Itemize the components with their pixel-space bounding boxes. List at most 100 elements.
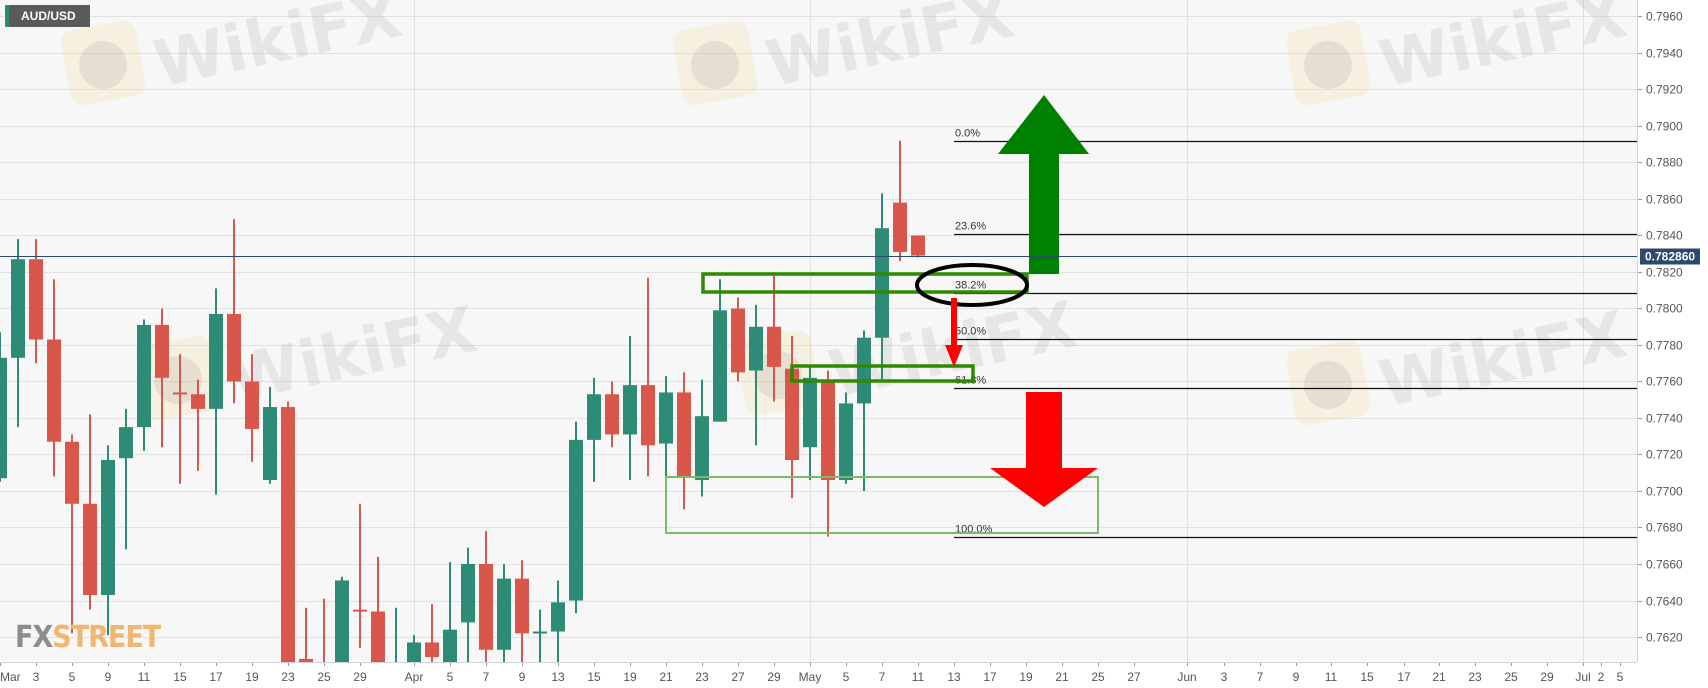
- candle-body: [0, 357, 7, 479]
- candle: [395, 607, 397, 662]
- wikifx-logo-icon: [60, 20, 146, 106]
- candle: [155, 308, 169, 448]
- candle-body: [227, 313, 241, 382]
- fib-label: 0.0%: [955, 128, 980, 140]
- candle-body: [785, 368, 799, 460]
- candle-body: [155, 324, 169, 378]
- lower-zone-box: [665, 476, 1099, 534]
- y-axis: 0.7620 0.7640 0.7660 0.7680 0.7700 0.7720 0.77…: [1637, 10, 1683, 645]
- x-tick-label: 19: [1019, 670, 1033, 684]
- annotations: [665, 95, 1099, 534]
- candle: [299, 607, 313, 662]
- candle-body: [245, 381, 259, 429]
- candle-body: [911, 235, 925, 256]
- candle-body: [497, 578, 511, 650]
- fib-label: 38.2%: [955, 280, 986, 292]
- candle: [875, 193, 889, 380]
- wikifx-eagle-icon: [1304, 361, 1352, 409]
- y-tick-label: 0.7680: [1646, 521, 1683, 535]
- candle-body: [677, 392, 691, 477]
- candle: [713, 279, 727, 422]
- candle-body: [101, 459, 115, 596]
- x-tick-label: 17: [983, 670, 997, 684]
- y-tick-label: 0.7800: [1646, 302, 1683, 316]
- candle-body: [749, 326, 763, 371]
- candle: [497, 564, 511, 662]
- candle: [551, 580, 565, 662]
- candle: [119, 408, 133, 550]
- candle-body: [659, 392, 673, 444]
- x-tick-label: 5: [69, 670, 76, 684]
- arrow-down-icon: [990, 392, 1098, 507]
- candle-body: [371, 611, 385, 662]
- candle: [623, 335, 637, 481]
- candle: [641, 277, 655, 477]
- candle-body: [425, 642, 439, 658]
- candle-body: [335, 580, 349, 662]
- candle: [101, 445, 115, 636]
- candle: [29, 239, 43, 364]
- wikifx-eagle-icon: [691, 41, 739, 89]
- y-tick-label: 0.7960: [1646, 10, 1683, 24]
- candle: [587, 377, 601, 482]
- candle: [857, 330, 871, 491]
- x-tick-label: 7: [483, 670, 490, 684]
- fibonacci-levels: 0.0%23.6%38.2%50.0%61.8%100.0%: [954, 128, 1637, 539]
- candle: [263, 386, 277, 484]
- x-tick-label: 13: [947, 670, 961, 684]
- candle-body: [119, 427, 133, 459]
- y-tick-label: 0.7720: [1646, 448, 1683, 462]
- wikifx-logo-icon: [1285, 340, 1371, 426]
- y-tick-label: 0.7740: [1646, 412, 1683, 426]
- x-tick-label: Jul: [1575, 670, 1590, 684]
- candle-body: [47, 339, 61, 442]
- candle-body: [893, 202, 907, 252]
- y-tick-label: 0.7780: [1646, 339, 1683, 353]
- candle: [335, 576, 349, 662]
- candle: [659, 376, 673, 493]
- x-tick-label: 25: [1504, 670, 1518, 684]
- fib-label: 50.0%: [955, 326, 986, 338]
- candle: [785, 335, 799, 499]
- logo-fx: FX: [15, 620, 53, 655]
- wikifx-logo-icon: [1285, 20, 1371, 106]
- x-axis: Mar 3 5 9 11 15 17 19 23 25 29 Apr 5 7 9 13 15 19 21 23 27 29…: [0, 662, 1624, 684]
- candle: [479, 531, 493, 662]
- x-tick-label: 9: [105, 670, 112, 684]
- candle-body: [551, 602, 565, 632]
- x-tick-label: 5: [843, 670, 850, 684]
- candle: [515, 560, 529, 662]
- candle-body: [587, 394, 601, 440]
- x-tick-label: 23: [695, 670, 709, 684]
- candle-body: [605, 394, 619, 435]
- x-tick-label: 7: [1257, 670, 1264, 684]
- candle: [281, 401, 295, 662]
- candle-body: [713, 310, 727, 422]
- candle-body: [29, 259, 43, 340]
- candle-body: [83, 503, 97, 596]
- candle-body: [407, 642, 421, 662]
- candle-body: [767, 326, 781, 367]
- candle-body: [857, 337, 871, 404]
- x-tick-label: 3: [1221, 670, 1228, 684]
- x-tick-label: 11: [912, 670, 925, 684]
- y-tick-label: 0.7620: [1646, 631, 1683, 645]
- x-tick-label: 7: [879, 670, 886, 684]
- candle-body: [281, 407, 295, 662]
- x-tick-label: 29: [1540, 670, 1554, 684]
- symbol-label: AUD/USD: [5, 5, 90, 27]
- candle-body: [263, 407, 277, 481]
- x-tick-label: 13: [551, 670, 565, 684]
- candle-body: [443, 629, 457, 662]
- candle-body: [623, 385, 637, 435]
- x-tick-label: 21: [659, 670, 673, 684]
- support-zone-box: [790, 364, 975, 383]
- y-tick-label: 0.7860: [1646, 193, 1683, 207]
- candle: [371, 556, 385, 662]
- candle-body: [533, 631, 547, 634]
- candle-body: [461, 564, 475, 623]
- candle: [605, 381, 619, 448]
- x-tick-label: 11: [138, 670, 151, 684]
- candle: [83, 414, 97, 610]
